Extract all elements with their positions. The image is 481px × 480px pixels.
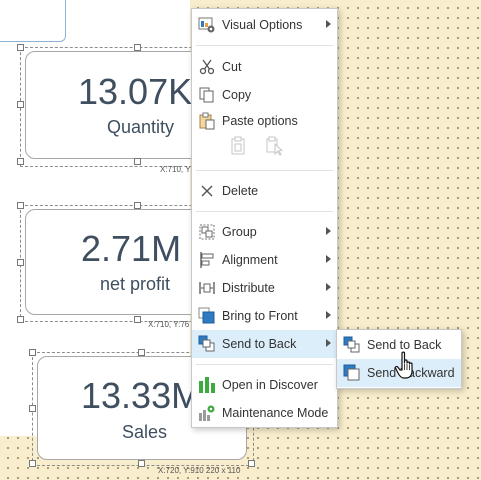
paste-icon xyxy=(199,112,215,130)
menu-item-alignment[interactable]: Alignment xyxy=(192,246,337,274)
kpi-label: net profit xyxy=(100,274,171,294)
resize-handle[interactable] xyxy=(17,202,24,209)
discover-bars-icon xyxy=(199,377,215,393)
paste-keep-formatting-icon xyxy=(231,136,245,155)
kpi-value: 13.07K xyxy=(78,71,193,112)
submenu-item-send-to-back[interactable]: Send to Back xyxy=(337,331,461,359)
resize-handle[interactable] xyxy=(17,259,24,266)
menu-item-label: Copy xyxy=(222,88,252,102)
send-to-back-icon xyxy=(198,335,215,352)
submenu-arrow-icon xyxy=(326,227,331,235)
context-menu: Visual Options Cut Copy Paste options xyxy=(191,8,338,428)
bring-to-front-icon xyxy=(198,307,215,324)
menu-item-distribute[interactable]: Distribute xyxy=(192,274,337,302)
resize-handle[interactable] xyxy=(138,460,145,467)
menu-item-label: Maintenance Mode xyxy=(222,406,329,420)
coordinate-readout: X:710, Y: xyxy=(160,165,193,174)
send-to-back-submenu: Send to Back Send Backward xyxy=(336,329,462,389)
menu-item-label: Delete xyxy=(222,184,259,198)
resize-handle[interactable] xyxy=(29,405,36,412)
kpi-label: Quantity xyxy=(107,117,175,137)
menu-divider xyxy=(196,211,333,212)
distribute-icon xyxy=(199,282,215,294)
hand-pointer-cursor-icon xyxy=(394,351,413,379)
resize-handle[interactable] xyxy=(134,44,141,51)
submenu-arrow-icon xyxy=(326,20,331,28)
menu-item-label: Group xyxy=(222,225,257,239)
menu-divider xyxy=(196,364,333,365)
menu-item-cut[interactable]: Cut xyxy=(192,53,337,81)
resize-handle[interactable] xyxy=(17,158,24,165)
menu-item-delete[interactable]: Delete xyxy=(192,177,337,205)
kpi-value: 13.33M xyxy=(81,375,202,416)
menu-item-visual-options[interactable]: Visual Options xyxy=(192,11,337,39)
resize-handle[interactable] xyxy=(134,202,141,209)
submenu-arrow-icon xyxy=(326,283,331,291)
maintenance-mode-icon xyxy=(199,405,215,421)
paste-link-icon xyxy=(266,136,284,156)
resize-handle[interactable] xyxy=(134,158,141,165)
visual-options-icon xyxy=(198,17,215,33)
resize-handle[interactable] xyxy=(17,101,24,108)
coordinate-readout: X:710, Y:76 xyxy=(148,320,190,329)
menu-item-label: Open in Discover xyxy=(222,378,318,392)
menu-item-label: Send to Back xyxy=(222,337,297,351)
resize-handle[interactable] xyxy=(138,349,145,356)
menu-item-label: Cut xyxy=(222,60,242,74)
menu-item-label: Alignment xyxy=(222,253,278,267)
menu-item-send-to-back[interactable]: Send to Back xyxy=(192,330,337,358)
submenu-arrow-icon xyxy=(326,339,331,347)
menu-item-label: Send to Back xyxy=(367,338,442,352)
group-icon xyxy=(199,224,215,240)
send-backward-icon xyxy=(343,364,360,381)
menu-item-label: Distribute xyxy=(222,281,275,295)
coordinate-readout: X:720, Y:910 220 x 110 xyxy=(158,466,241,475)
resize-handle[interactable] xyxy=(248,460,255,467)
send-to-back-icon xyxy=(343,336,360,353)
resize-handle[interactable] xyxy=(29,460,36,467)
menu-item-copy[interactable]: Copy xyxy=(192,81,337,109)
menu-item-label: Visual Options xyxy=(222,18,303,32)
kpi-value: 2.71M xyxy=(81,228,182,269)
menu-item-label: Bring to Front xyxy=(222,309,298,323)
delete-x-icon xyxy=(201,185,213,197)
menu-item-open-in-discover[interactable]: Open in Discover xyxy=(192,371,337,399)
menu-item-bring-to-front[interactable]: Bring to Front xyxy=(192,302,337,330)
resize-handle[interactable] xyxy=(29,349,36,356)
copy-icon xyxy=(199,87,214,103)
resize-handle[interactable] xyxy=(134,316,141,323)
top-partial-card[interactable] xyxy=(0,0,66,42)
submenu-arrow-icon xyxy=(326,255,331,263)
menu-item-paste-options[interactable]: Paste options xyxy=(192,107,337,135)
menu-item-group[interactable]: Group xyxy=(192,218,337,246)
scissors-icon xyxy=(199,59,215,75)
submenu-arrow-icon xyxy=(326,311,331,319)
menu-item-maintenance-mode[interactable]: Maintenance Mode xyxy=(192,399,337,427)
menu-divider xyxy=(196,170,333,171)
kpi-label: Sales xyxy=(122,422,168,442)
resize-handle[interactable] xyxy=(17,316,24,323)
resize-handle[interactable] xyxy=(17,44,24,51)
menu-item-label: Paste options xyxy=(222,114,298,128)
alignment-icon xyxy=(200,252,214,268)
menu-divider xyxy=(196,45,333,46)
